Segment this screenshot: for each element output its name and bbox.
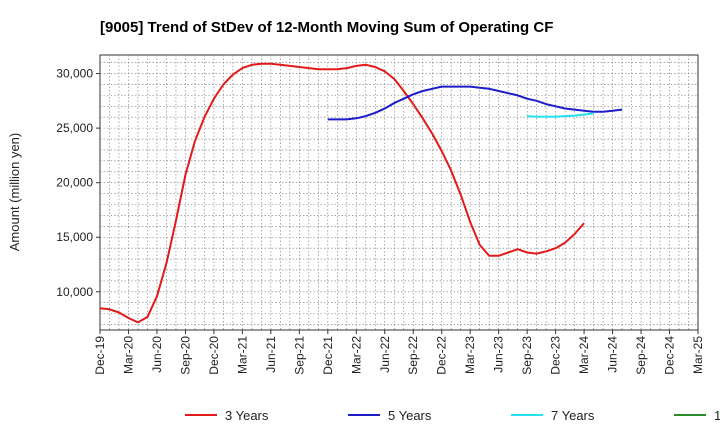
legend-label: 3 Years [225,408,269,423]
x-tick-label: Dec-20 [207,336,221,375]
x-tick-label: Dec-19 [93,336,107,375]
x-tick-label: Jun-23 [492,336,506,373]
y-axis-label: Amount (million yen) [7,133,22,252]
x-tick-label: Sep-23 [520,336,534,375]
y-axis: 10,000 15,000 20,000 25,000 30,000 [56,67,100,299]
x-tick-label: Jun-20 [150,336,164,373]
x-tick-label: Jun-22 [378,336,392,373]
series-line [527,112,594,118]
x-tick-label: Jun-24 [606,336,620,373]
y-tick-label: 20,000 [56,176,93,190]
x-tick-label: Sep-24 [634,336,648,375]
y-tick-label: 10,000 [56,285,93,299]
x-tick-label: Sep-21 [292,336,306,375]
series-line [99,62,585,324]
x-tick-label: Dec-22 [435,336,449,375]
x-tick-label: Sep-22 [406,336,420,375]
x-tick-label: Mar-24 [577,336,591,374]
x-tick-label: Mar-25 [691,336,705,374]
series-line [327,85,623,121]
x-tick-label: Dec-24 [663,336,677,375]
y-tick-label: 30,000 [56,67,93,81]
legend: 3 Years 5 Years 7 Years 10 Years [185,408,720,423]
x-tick-label: Dec-21 [321,336,335,375]
plot-frame [99,54,699,331]
x-tick-label: Sep-20 [178,336,192,375]
x-tick-label: Jun-21 [264,336,278,373]
grid [100,55,698,330]
x-tick-label: Mar-20 [121,336,135,374]
legend-label: 7 Years [551,408,595,423]
y-tick-label: 15,000 [56,230,93,244]
x-tick-label: Mar-23 [463,336,477,374]
x-tick-label: Mar-21 [235,336,249,374]
chart-title: [9005] Trend of StDev of 12-Month Moving… [100,19,553,36]
legend-label: 5 Years [388,408,432,423]
x-tick-label: Mar-22 [349,336,363,374]
x-axis: Dec-19 Mar-20 Jun-20 Sep-20 Dec-20 Mar-21 Jun-… [93,330,705,375]
x-tick-label: Dec-23 [549,336,563,375]
legend-label: 10 Years [714,408,720,423]
y-tick-label: 25,000 [56,121,93,135]
series-lines [99,62,623,324]
